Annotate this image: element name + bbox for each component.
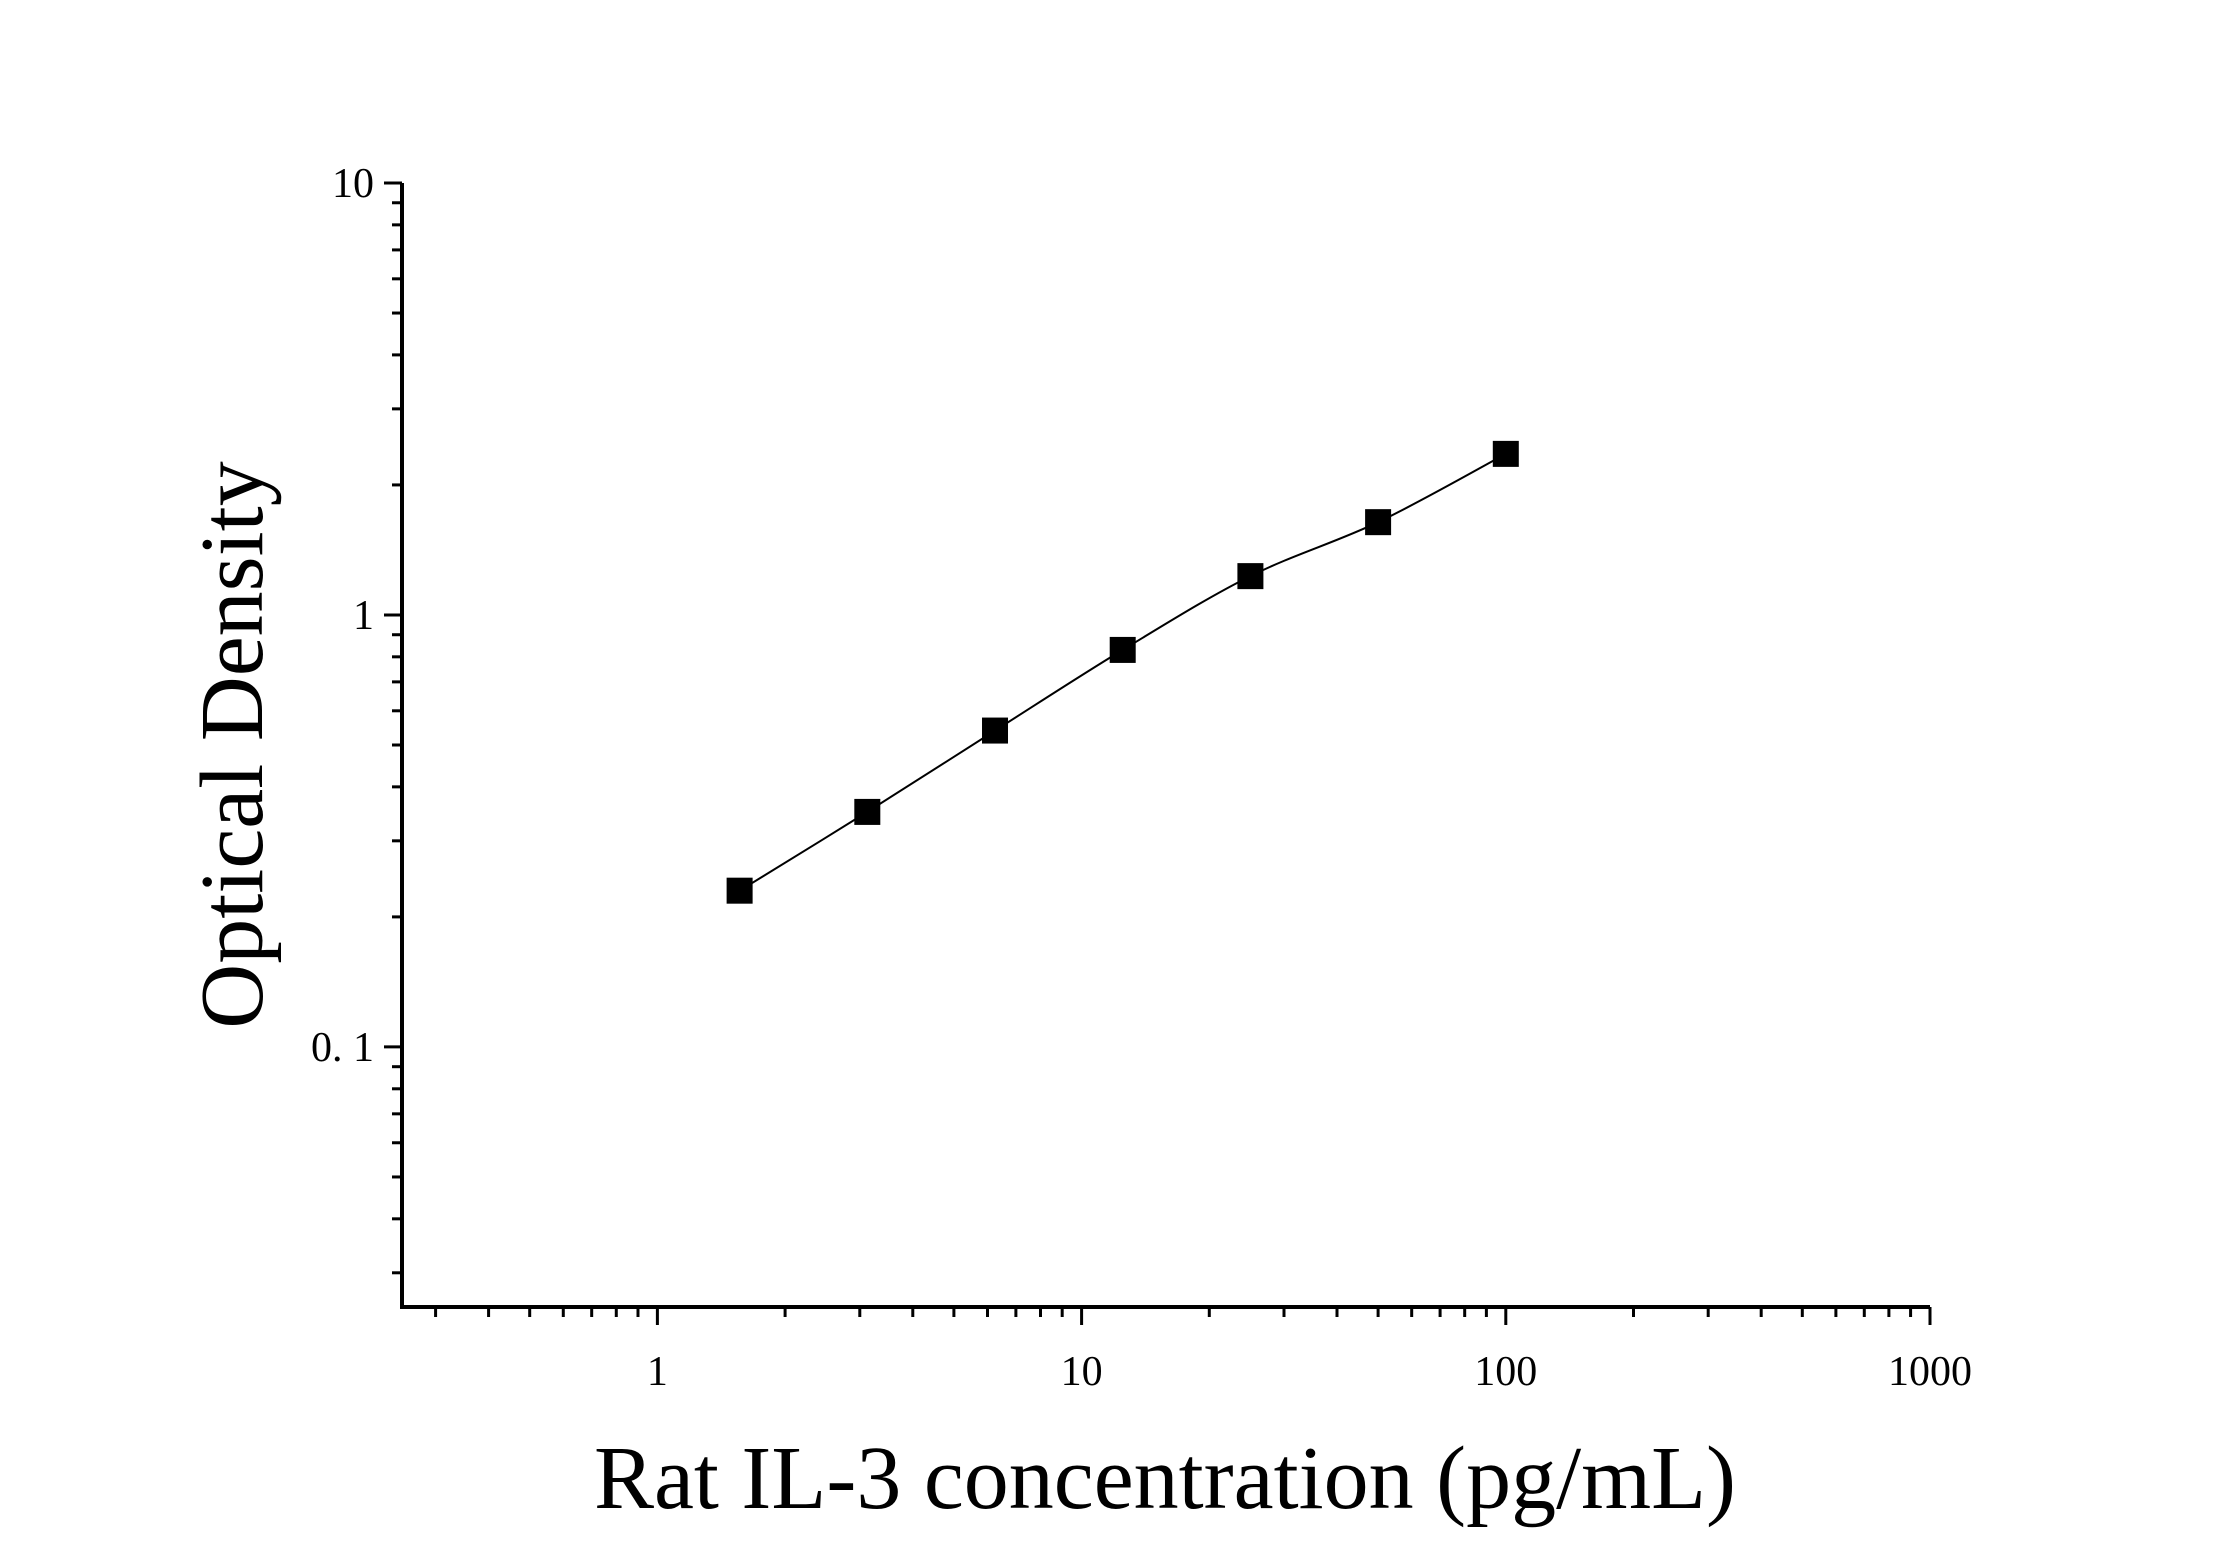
- data-point: [1237, 563, 1264, 590]
- x-tick-label: 10: [1061, 1349, 1103, 1395]
- y-tick-label: 1: [353, 593, 374, 639]
- x-tick-label: 1000: [1888, 1349, 1972, 1395]
- data-point: [1492, 440, 1519, 467]
- x-tick-label: 1: [647, 1349, 668, 1395]
- y-tick-label: 0. 1: [311, 1025, 374, 1071]
- data-points: [726, 440, 1519, 904]
- data-point: [982, 717, 1009, 744]
- y-axis-ticks: 0. 1 1 10: [311, 161, 402, 1275]
- x-tick-label: 100: [1474, 1349, 1537, 1395]
- plot-area: [726, 440, 1519, 904]
- axes: 1 10 100 1000 0. 1 1 10: [311, 161, 1972, 1395]
- data-point: [1109, 636, 1136, 663]
- data-point: [1365, 509, 1392, 536]
- data-point: [726, 877, 753, 904]
- y-tick-label: 10: [332, 161, 374, 207]
- x-axis-title: Rat IL-3 concentration (pg/mL): [594, 1429, 1736, 1528]
- x-axis-ticks: 1 10 100 1000: [434, 1307, 1972, 1395]
- data-point: [854, 798, 881, 825]
- y-axis-title: Optical Density: [183, 461, 282, 1028]
